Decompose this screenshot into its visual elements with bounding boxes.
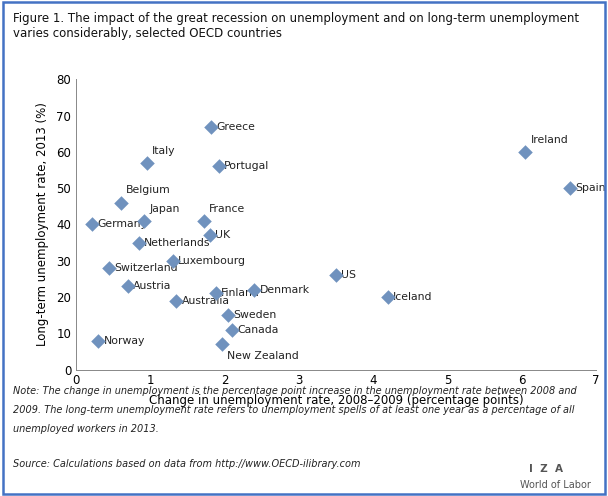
Text: US: US	[341, 270, 356, 280]
Point	[199, 217, 209, 225]
Point	[565, 184, 575, 192]
Text: UK: UK	[215, 230, 230, 241]
Text: unemployed workers in 2013.: unemployed workers in 2013.	[13, 424, 159, 434]
Text: Iceland: Iceland	[393, 292, 433, 302]
Text: Finland: Finland	[221, 288, 260, 299]
Text: Source: Calculations based on data from http://www.OECD-ilibrary.com: Source: Calculations based on data from …	[13, 459, 361, 469]
Point	[139, 217, 149, 225]
Text: Germany: Germany	[97, 219, 147, 230]
Text: France: France	[209, 203, 245, 214]
Point	[214, 163, 224, 171]
Text: Norway: Norway	[103, 335, 145, 346]
X-axis label: Change in unemployment rate, 2008–2009 (percentage points): Change in unemployment rate, 2008–2009 (…	[148, 394, 523, 407]
Text: Switzerland: Switzerland	[115, 263, 178, 273]
Text: Figure 1. The impact of the great recession on unemployment and on long-term une: Figure 1. The impact of the great recess…	[13, 12, 579, 25]
Point	[223, 311, 233, 319]
Point	[88, 220, 97, 228]
Text: Sweden: Sweden	[233, 310, 277, 320]
Point	[123, 282, 133, 290]
Text: Greece: Greece	[216, 122, 255, 131]
Y-axis label: Long-term unemployment rate, 2013 (%): Long-term unemployment rate, 2013 (%)	[36, 103, 49, 346]
Point	[218, 340, 227, 348]
Point	[227, 326, 237, 334]
Point	[331, 271, 340, 279]
Text: Belgium: Belgium	[126, 186, 170, 195]
Point	[206, 123, 216, 130]
Text: Netherlands: Netherlands	[144, 238, 211, 248]
Text: varies considerably, selected OECD countries: varies considerably, selected OECD count…	[13, 27, 282, 40]
Point	[383, 293, 393, 301]
Point	[211, 289, 221, 297]
Text: Note: The change in unemployment is the percentage point increase in the unemplo: Note: The change in unemployment is the …	[13, 386, 577, 396]
Point	[171, 297, 181, 305]
Text: I  Z  A: I Z A	[529, 464, 563, 474]
Text: Spain: Spain	[575, 183, 606, 193]
Text: New Zealand: New Zealand	[227, 351, 299, 362]
Text: World of Labor: World of Labor	[520, 480, 591, 490]
Text: Denmark: Denmark	[260, 285, 309, 295]
Point	[205, 231, 215, 239]
Text: Canada: Canada	[237, 324, 278, 335]
Point	[116, 199, 125, 207]
Point	[249, 286, 259, 294]
Text: Japan: Japan	[150, 203, 180, 214]
Point	[94, 336, 103, 344]
Text: Luxembourg: Luxembourg	[178, 256, 246, 266]
Text: Portugal: Portugal	[224, 161, 269, 172]
Text: Australia: Australia	[181, 296, 229, 306]
Point	[105, 264, 114, 272]
Point	[134, 239, 144, 247]
Text: Ireland: Ireland	[531, 134, 568, 145]
Text: Austria: Austria	[133, 281, 171, 291]
Text: Italy: Italy	[152, 145, 175, 156]
Point	[520, 148, 530, 156]
Point	[168, 257, 178, 265]
Text: 2009. The long-term unemployment rate refers to unemployment spells of at least : 2009. The long-term unemployment rate re…	[13, 405, 575, 415]
Point	[142, 159, 151, 167]
